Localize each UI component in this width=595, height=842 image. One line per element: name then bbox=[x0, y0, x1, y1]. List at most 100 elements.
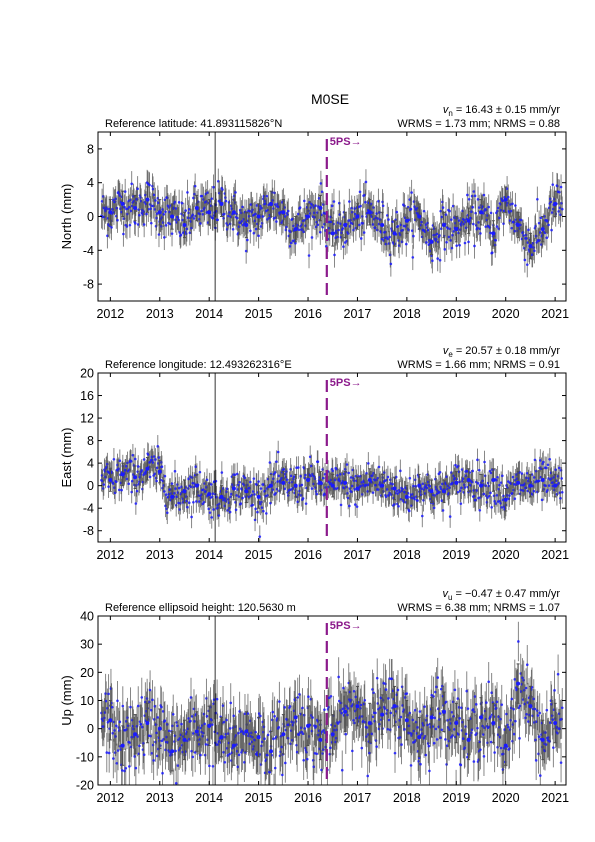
cloud-point bbox=[505, 712, 508, 716]
cloud-point bbox=[239, 502, 243, 505]
cloud-point bbox=[344, 732, 348, 736]
data-point bbox=[145, 197, 150, 202]
data-point bbox=[491, 478, 496, 483]
cloud-point bbox=[448, 515, 452, 518]
cloud-point bbox=[370, 732, 374, 736]
cloud-point bbox=[450, 710, 454, 714]
plot-area-east bbox=[100, 435, 564, 542]
cloud-point bbox=[472, 760, 476, 763]
cloud-point bbox=[501, 199, 505, 203]
cloud-point bbox=[438, 490, 441, 494]
cloud-point bbox=[138, 213, 141, 217]
cloud-point bbox=[466, 193, 469, 197]
cloud-point bbox=[215, 697, 219, 701]
y-tick-label: 20 bbox=[80, 367, 94, 381]
cloud-point bbox=[225, 487, 229, 491]
data-point bbox=[256, 494, 261, 499]
cloud-point bbox=[512, 732, 516, 736]
cloud-point bbox=[426, 228, 430, 232]
cloud-point bbox=[479, 232, 482, 235]
cloud-point bbox=[253, 493, 256, 496]
cloud-point bbox=[493, 751, 496, 754]
cloud-point bbox=[187, 207, 191, 211]
cloud-point bbox=[496, 206, 500, 210]
cloud-point bbox=[128, 765, 131, 768]
cloud-point bbox=[405, 692, 409, 695]
cloud-point bbox=[412, 234, 415, 238]
cloud-point bbox=[285, 225, 288, 229]
cloud-point bbox=[447, 235, 451, 239]
cloud-point bbox=[435, 738, 439, 741]
cloud-point bbox=[256, 510, 259, 514]
cloud-point bbox=[393, 503, 396, 506]
cloud-point bbox=[396, 492, 400, 495]
cloud-point bbox=[163, 236, 166, 239]
cloud-point bbox=[266, 733, 270, 737]
cloud-point bbox=[495, 478, 498, 482]
cloud-point bbox=[557, 482, 560, 485]
cloud-point bbox=[543, 215, 546, 218]
cloud-point bbox=[199, 222, 202, 225]
data-point bbox=[417, 214, 422, 219]
cloud-point bbox=[321, 225, 324, 229]
cloud-point bbox=[495, 700, 499, 704]
cloud-point bbox=[336, 474, 339, 477]
cloud-point bbox=[398, 490, 402, 494]
cloud-point bbox=[388, 491, 391, 495]
cloud-point bbox=[340, 768, 344, 772]
cloud-point bbox=[102, 483, 106, 486]
cloud-point bbox=[431, 725, 435, 728]
cloud-point bbox=[254, 212, 257, 216]
cloud-point bbox=[297, 466, 300, 469]
cloud-point bbox=[296, 500, 300, 504]
cloud-point bbox=[203, 722, 206, 726]
cloud-point bbox=[489, 211, 493, 215]
panels-group: 5PS→2012 2013 2014 2015 2016 2017 2018 2019 2020… bbox=[59, 104, 569, 805]
y-tick-label: 8 bbox=[87, 434, 94, 448]
cloud-point bbox=[364, 200, 367, 204]
cloud-point bbox=[484, 225, 488, 228]
cloud-point bbox=[353, 212, 357, 216]
cloud-point bbox=[275, 460, 278, 463]
x-tick-label: 2014 bbox=[195, 548, 223, 562]
cloud-point bbox=[163, 719, 167, 723]
cloud-point bbox=[366, 774, 370, 778]
cloud-point bbox=[422, 736, 426, 740]
cloud-point bbox=[495, 225, 499, 228]
cloud-point bbox=[252, 231, 256, 235]
cloud-point bbox=[273, 792, 276, 795]
cloud-point bbox=[152, 455, 156, 458]
cloud-point bbox=[420, 487, 423, 491]
cloud-point bbox=[517, 706, 521, 710]
cloud-point bbox=[107, 751, 111, 755]
cloud-point bbox=[128, 223, 132, 227]
cloud-point bbox=[205, 714, 209, 718]
data-point bbox=[207, 492, 212, 497]
cloud-point bbox=[466, 470, 469, 473]
cloud-point bbox=[439, 687, 443, 691]
cloud-point bbox=[477, 206, 481, 209]
cloud-point bbox=[262, 509, 265, 513]
cloud-point bbox=[546, 463, 550, 467]
cloud-point bbox=[308, 455, 312, 459]
cloud-point bbox=[268, 461, 272, 464]
cloud-point bbox=[305, 757, 309, 761]
data-point bbox=[404, 218, 409, 223]
cloud-point bbox=[273, 471, 277, 474]
x-tick-label: 2015 bbox=[245, 548, 273, 562]
cloud-point bbox=[140, 469, 144, 472]
cloud-point bbox=[476, 226, 479, 230]
cloud-point bbox=[513, 497, 517, 501]
data-point bbox=[417, 483, 422, 488]
cloud-point bbox=[472, 190, 476, 193]
x-tick-label: 2021 bbox=[541, 548, 569, 562]
cloud-point bbox=[441, 482, 444, 486]
x-tick-label: 2021 bbox=[541, 307, 569, 321]
cloud-point bbox=[251, 503, 254, 507]
cloud-point bbox=[544, 484, 547, 487]
event-label-east: 5PS→ bbox=[330, 377, 362, 389]
cloud-point bbox=[399, 469, 402, 473]
cloud-point bbox=[329, 746, 332, 750]
cloud-point bbox=[112, 757, 115, 760]
cloud-point bbox=[310, 487, 314, 490]
